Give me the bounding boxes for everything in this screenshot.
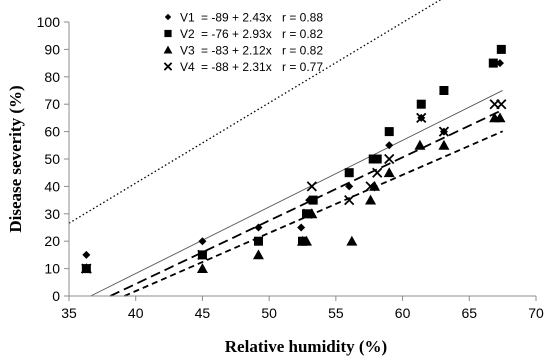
point-v2 <box>488 58 498 68</box>
x-axis-label: Relative humidity (%) <box>225 337 387 356</box>
point-v1 <box>82 250 91 259</box>
y-tick-label: 0 <box>52 288 60 304</box>
x-tick-label: 65 <box>461 305 477 321</box>
point-v2 <box>496 44 506 54</box>
y-tick-label: 30 <box>44 206 60 222</box>
point-v4 <box>416 112 427 124</box>
point-v3 <box>414 139 426 150</box>
regression-lines <box>68 0 504 297</box>
legend-equation: = -83 + 2.12x <box>201 44 272 58</box>
regression-line-v2 <box>68 0 442 224</box>
point-v4 <box>496 99 507 110</box>
point-v1 <box>254 223 263 232</box>
legend-equation: = -88 + 2.31x <box>201 60 272 74</box>
point-v3 <box>438 139 450 150</box>
point-v2 <box>308 195 318 205</box>
legend-equation: = -89 + 2.43x <box>201 11 272 25</box>
legend: V1 = -89 + 2.43x r = 0.88 V2 = -76 + 2.93x r … <box>163 11 323 74</box>
point-v4 <box>438 126 450 137</box>
legend-r-value: r = 0.82 <box>282 27 323 41</box>
y-tick-label: 10 <box>44 261 60 277</box>
x-tick-label: 35 <box>61 305 77 321</box>
point-v4 <box>302 208 313 219</box>
legend-marker-v2 <box>164 29 172 38</box>
x-tick-label: 60 <box>395 305 411 321</box>
point-v4 <box>372 167 383 178</box>
point-v1 <box>297 223 306 232</box>
y-tick-label: 70 <box>44 96 60 112</box>
point-v2 <box>384 127 394 137</box>
regression-line-v3 <box>124 130 504 297</box>
point-v3 <box>252 249 264 260</box>
x-tick-label: 50 <box>261 305 277 321</box>
legend-equation: = -76 + 2.93x <box>201 27 272 41</box>
point-v4 <box>344 194 355 206</box>
legend-marker-v4 <box>163 62 173 71</box>
point-v3 <box>196 263 208 273</box>
y-tick-label: 50 <box>44 151 60 167</box>
point-v3 <box>383 167 395 178</box>
point-v4 <box>306 181 317 192</box>
y-tick-label: 40 <box>44 178 60 194</box>
x-tick-label: 70 <box>528 305 544 321</box>
y-tick-label: 90 <box>44 41 60 57</box>
legend-r-value: r = 0.82 <box>282 44 323 58</box>
x-tick-label: 40 <box>128 305 144 321</box>
point-v2 <box>302 209 312 219</box>
legend-series-name: V2 <box>180 27 195 41</box>
legend-marker-v1 <box>164 13 172 21</box>
point-v2 <box>439 86 449 95</box>
y-axis-label: Disease severity (%) <box>6 85 25 232</box>
point-v2 <box>416 99 426 109</box>
point-v3 <box>365 194 377 205</box>
point-v2 <box>372 154 382 164</box>
point-v2 <box>344 168 354 178</box>
legend-r-value: r = 0.77 <box>282 60 323 74</box>
point-v4 <box>384 153 395 165</box>
legend-series-name: V4 <box>180 60 195 74</box>
legend-marker-v3 <box>163 45 173 54</box>
regression-line-v4 <box>109 109 504 297</box>
data-points <box>80 44 507 274</box>
x-tick-label: 55 <box>328 305 344 321</box>
point-v1 <box>345 182 354 191</box>
point-v2 <box>253 236 263 246</box>
axes: 35 40 45 50 55 60 65 70 0 10 20 30 40 50 60 70 80 90 100 <box>37 14 544 321</box>
point-v3 <box>494 112 506 123</box>
point-v4 <box>365 181 376 192</box>
point-v1 <box>495 59 504 68</box>
legend-series-name: V1 <box>180 11 195 25</box>
point-v4 <box>197 249 208 261</box>
y-tick-label: 80 <box>44 69 60 85</box>
regression-line-v1 <box>90 90 503 297</box>
point-v1 <box>385 141 394 150</box>
legend-r-value: r = 0.88 <box>282 11 323 25</box>
point-v3 <box>301 235 313 246</box>
point-v1 <box>198 237 207 246</box>
y-tick-label: 20 <box>44 233 60 249</box>
legend-series-name: V3 <box>180 44 195 58</box>
x-tick-label: 45 <box>195 305 211 321</box>
point-v3 <box>346 235 358 246</box>
y-tick-label: 100 <box>37 14 61 30</box>
y-tick-label: 60 <box>44 124 60 140</box>
point-v4 <box>81 263 92 274</box>
